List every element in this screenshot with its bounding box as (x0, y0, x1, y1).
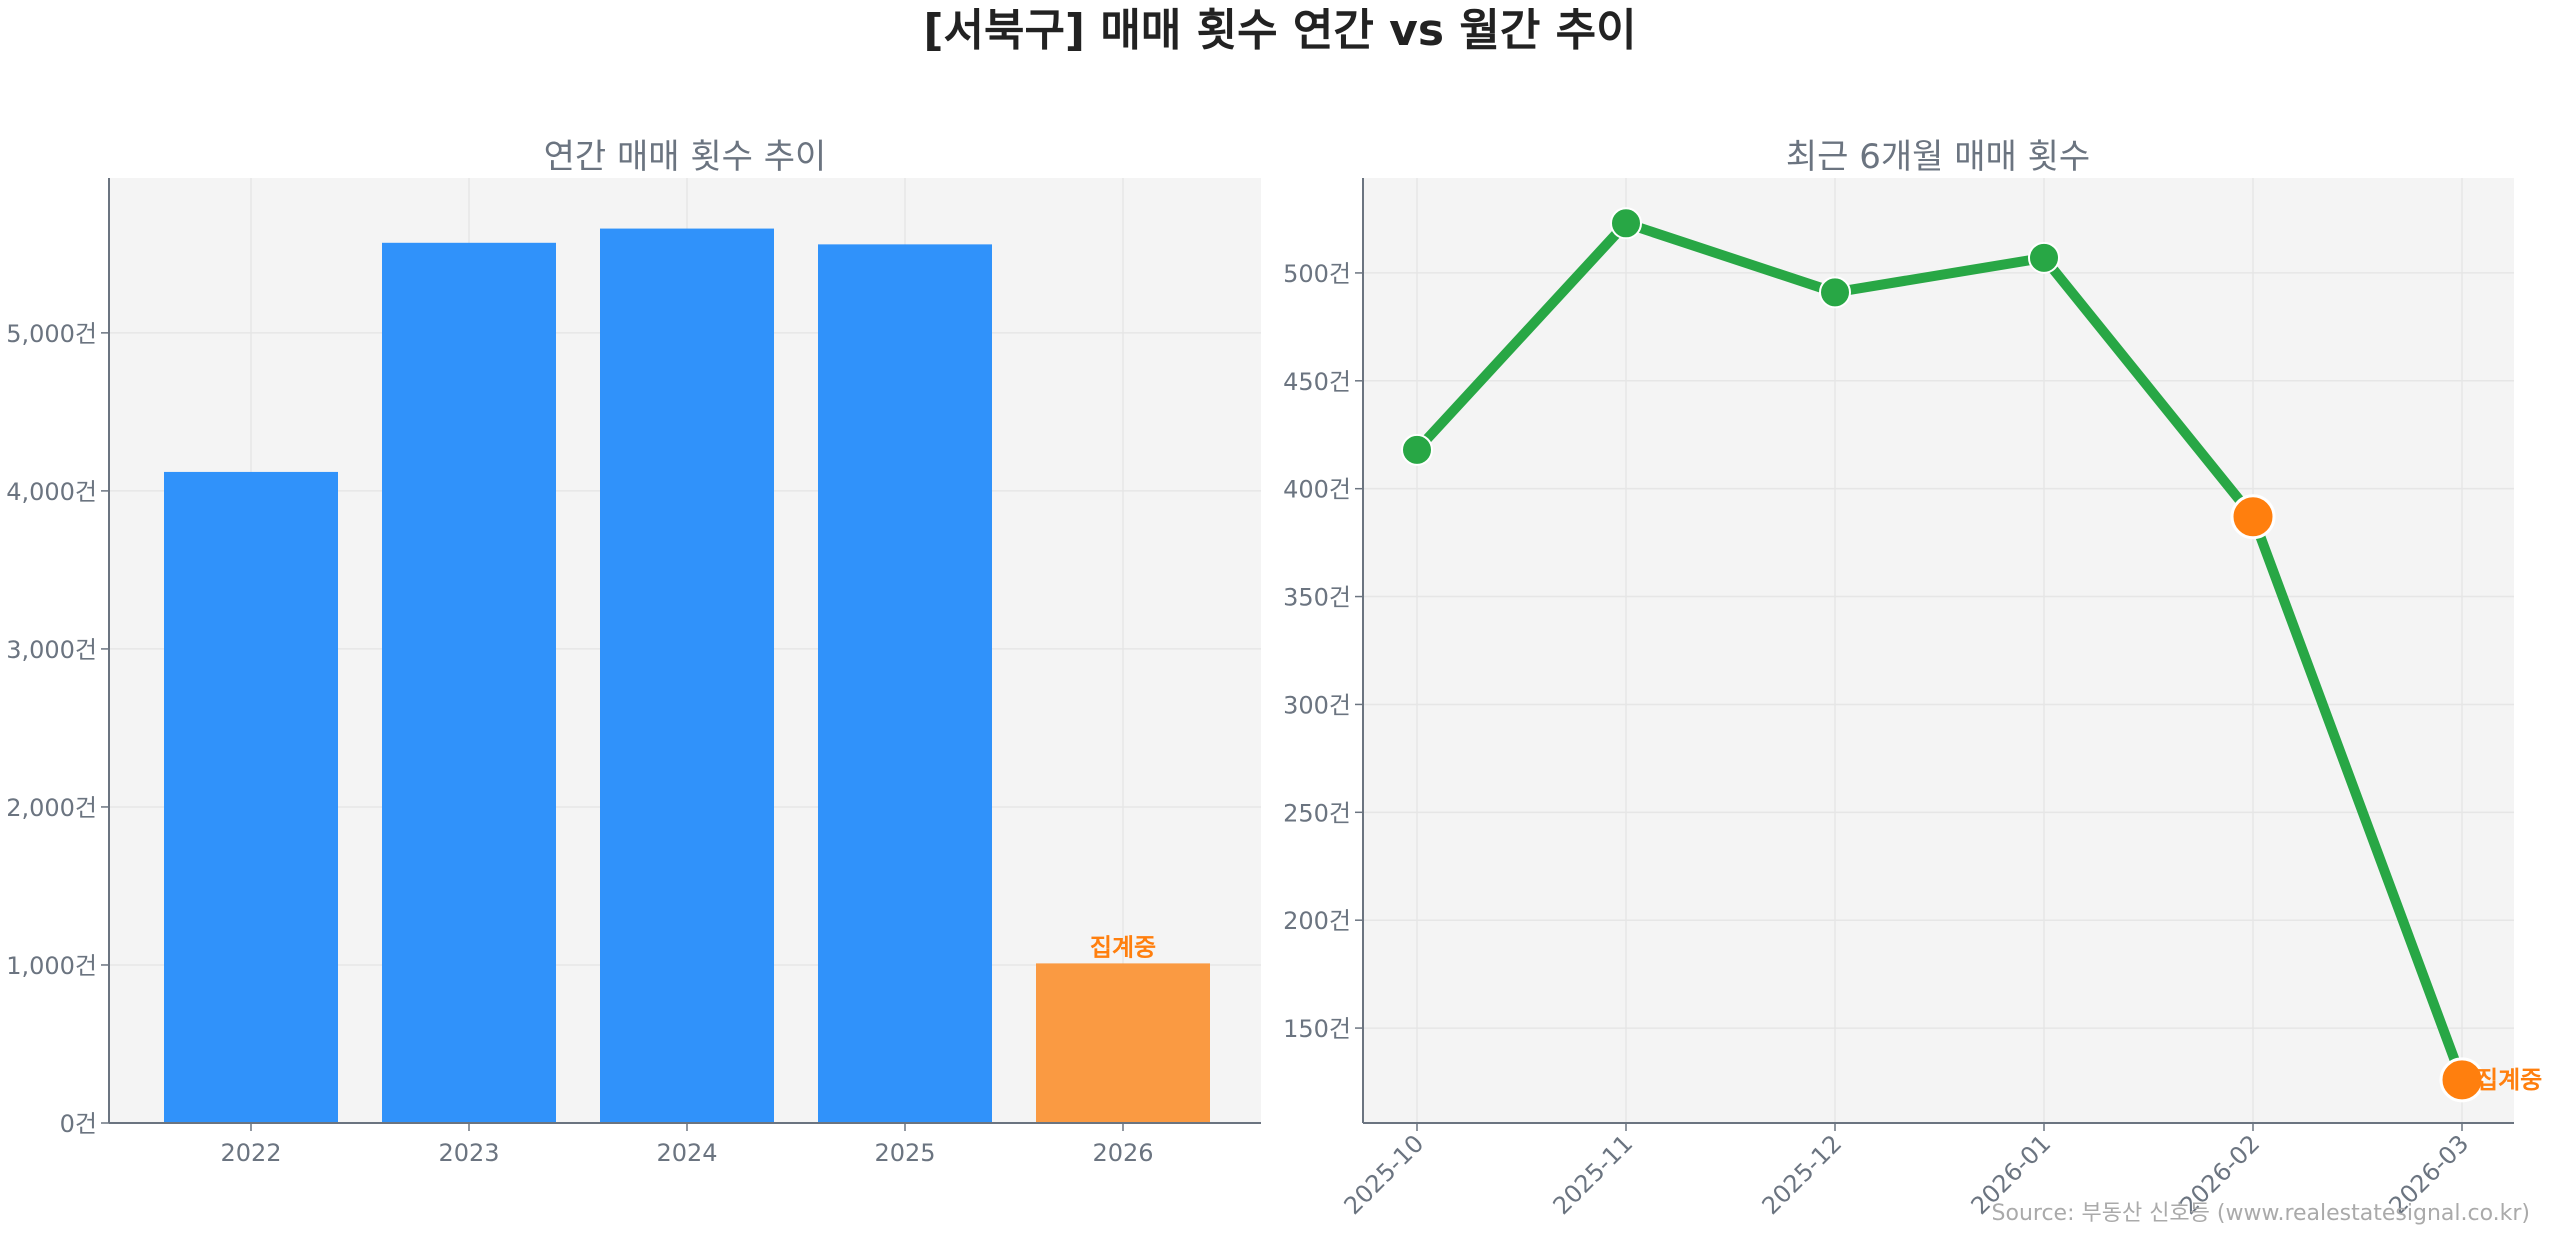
monthly-y-tick-label: 250건 (1283, 799, 1351, 827)
source-note: Source: 부동산 신호등 (www.realestatesignal.co… (1992, 1201, 2530, 1226)
annual-y-tick-label: 0건 (60, 1110, 97, 1138)
annual-x-tick-label: 2025 (874, 1139, 935, 1167)
monthly-plot-area (1363, 178, 2514, 1123)
monthly-x-tick-label: 2025-11 (1548, 1129, 1639, 1220)
bar-2025 (818, 244, 992, 1124)
monthly-y-tick-label: 200건 (1283, 907, 1351, 935)
annual-x-tick-label: 2026 (1092, 1139, 1153, 1167)
monthly-x-tick-label: 2025-12 (1757, 1129, 1848, 1220)
partial-annotation: 집계중 (2476, 1066, 2542, 1094)
bar-2022 (164, 471, 338, 1123)
annual-y-tick-label: 4,000건 (6, 478, 97, 506)
point-2025-11 (1610, 207, 1642, 240)
monthly-y-tick-label: 400건 (1283, 476, 1351, 504)
point-2026-01 (2028, 241, 2060, 274)
monthly-y-tick-label: 500건 (1283, 260, 1351, 288)
point-2026-02 (2230, 494, 2276, 540)
point-2026-03 (2439, 1057, 2485, 1103)
monthly-y-tick-label: 450건 (1283, 368, 1351, 396)
annual-x-tick-label: 2023 (438, 1139, 499, 1167)
monthly-chart-title: 최근 6개월 매매 횟수 (1786, 137, 2090, 177)
annual-y-tick-label: 1,000건 (6, 952, 97, 980)
point-2025-10 (1401, 433, 1433, 466)
annual-y-tick-label: 5,000건 (6, 320, 97, 348)
annual-bar-chart: 연간 매매 횟수 추이 0건 1,000건 2,000건 3,000건 4,000건 5,… (6, 137, 1261, 1167)
figure-title: [서북구] 매매 횟수 연간 vs 월간 추이 (923, 5, 1636, 56)
monthly-x-tick-label: 2025-10 (1339, 1129, 1430, 1220)
annual-x-tick-label: 2022 (220, 1139, 281, 1167)
monthly-y-tick-label: 300건 (1283, 691, 1351, 719)
monthly-y-tick-label: 150건 (1283, 1015, 1351, 1043)
bar-2023 (382, 242, 556, 1124)
monthly-y-tick-label: 350건 (1283, 584, 1351, 612)
point-2025-12 (1819, 276, 1851, 309)
annual-x-tick-label: 2024 (656, 1139, 717, 1167)
monthly-series-line (1413, 218, 2467, 1082)
bar-2024 (600, 228, 774, 1124)
monthly-line-chart: 최근 6개월 매매 횟수 150건 200건 250건 300건 350건 400건 450… (1283, 137, 2542, 1220)
bar-2026 (1036, 963, 1210, 1123)
annual-chart-title: 연간 매매 횟수 추이 (544, 137, 827, 177)
annual-y-tick-label: 3,000건 (6, 636, 97, 664)
partial-annotation: 집계중 (1090, 933, 1156, 961)
annual-y-tick-label: 2,000건 (6, 794, 97, 822)
